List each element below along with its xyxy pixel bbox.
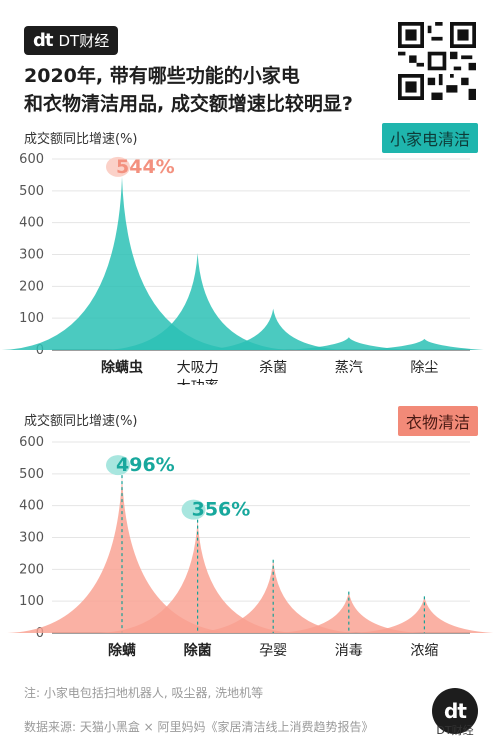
- y-tick-label: 400: [19, 499, 44, 514]
- y-tick-label: 300: [19, 531, 44, 546]
- footer-logo-mark: dt: [444, 699, 467, 723]
- peak-value-label: 356%: [192, 499, 251, 521]
- chart1-tag: 小家电清洁: [381, 123, 478, 153]
- chart-small-appliance: 0 100 200 300 400 500 600 除螨虫 大吸力大功率 杀菌 蒸汽 除尘 544%: [1, 152, 484, 385]
- x-category-label: 除螨: [108, 642, 136, 659]
- x-category-label: 大吸力: [177, 360, 219, 376]
- x-category-label: 孕婴: [259, 643, 287, 659]
- y-tick-label: 200: [19, 279, 44, 294]
- footnote: 注: 小家电包括扫地机器人, 吸尘器, 洗地机等: [24, 686, 264, 700]
- data-source: 数据来源: 天猫小黑盒 × 阿里妈妈《家居清洁线上消费趋势报告》: [24, 720, 374, 734]
- footer-logo: dt: [432, 688, 478, 734]
- qr-code: [398, 22, 476, 100]
- y-tick-label: 600: [19, 435, 44, 450]
- y-tick-label: 200: [19, 562, 44, 577]
- x-category-label: 除尘: [410, 360, 438, 376]
- y-tick-label: 300: [19, 248, 44, 263]
- highlight-bubble: [181, 499, 206, 520]
- brand-logo: dt DT财经: [24, 26, 119, 55]
- headline-line-1: 2020年, 带有哪些功能的小家电: [24, 65, 300, 87]
- data-peak: [1, 176, 243, 350]
- highlight-bubble: [106, 455, 130, 476]
- x-category-label: 蒸汽: [335, 360, 363, 376]
- chart-laundry: 0 100 200 300 400 500 600 除螨 除菌 孕婴 消毒 浓缩 496% 356%: [7, 435, 494, 659]
- chart2-tag: 衣物清洁: [397, 406, 478, 436]
- y-tick-label: 0: [36, 626, 44, 641]
- x-category-label: 除螨虫: [101, 359, 143, 376]
- brand-name: DT财经: [58, 32, 110, 50]
- peak-value-label: 544%: [116, 156, 175, 178]
- data-peak: [202, 308, 344, 350]
- y-tick-label: 500: [19, 184, 44, 199]
- x-category-label: 杀菌: [259, 360, 287, 376]
- chart1-ylabel: 成交额同比增速(%): [24, 132, 138, 147]
- x-category-label: 浓缩: [410, 643, 438, 659]
- headline: 2020年, 带有哪些功能的小家电 和衣物清洁用品, 成交额增速比较明显?: [24, 62, 384, 118]
- y-tick-label: 400: [19, 216, 44, 231]
- data-peak: [289, 337, 409, 350]
- y-tick-label: 100: [19, 311, 44, 326]
- y-tick-label: 500: [19, 467, 44, 482]
- chart2-ylabel: 成交额同比增速(%): [24, 414, 138, 429]
- peak-value-label: 496%: [116, 454, 175, 476]
- y-tick-label: 0: [36, 343, 44, 358]
- highlight-bubble: [106, 156, 130, 177]
- data-peak: [106, 252, 290, 350]
- data-peak: [365, 338, 484, 350]
- x-category-label: 除菌: [184, 642, 212, 659]
- x-category-label: 消毒: [335, 643, 363, 659]
- headline-line-2: 和衣物清洁用品, 成交额增速比较明显?: [24, 93, 353, 115]
- y-tick-label: 600: [19, 152, 44, 167]
- y-tick-label: 100: [19, 594, 44, 609]
- brand-mark: dt: [33, 30, 53, 51]
- footer-brand-name: DT财经: [436, 724, 474, 737]
- x-category-label: 大功率: [177, 378, 219, 385]
